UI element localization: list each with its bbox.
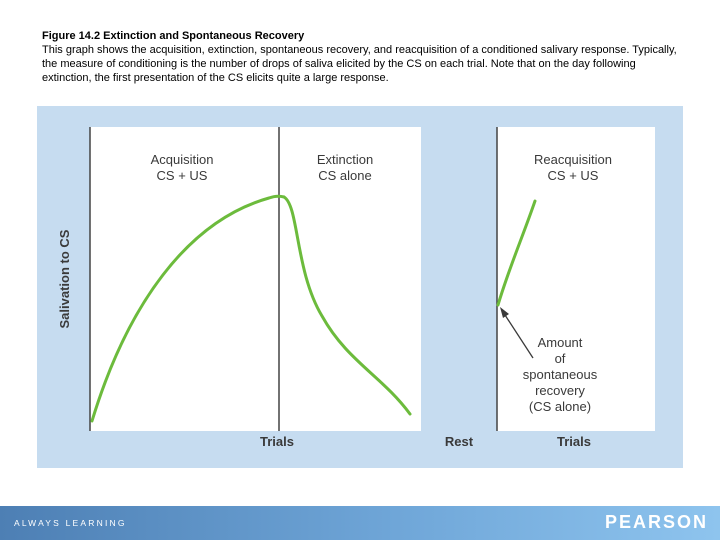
x-label-trials-left: Trials [260, 434, 294, 449]
annotation-line-5: (CS alone) [529, 399, 591, 414]
left-plot-area [90, 127, 421, 431]
figure-panel: Salivation to CS Acquisition CS + US Ext… [37, 106, 683, 468]
phase-reacquisition-subtitle: CS + US [548, 168, 599, 183]
phase-extinction-subtitle: CS alone [318, 168, 371, 183]
phase-extinction-title: Extinction [317, 152, 373, 167]
figure-caption: Figure 14.2 Extinction and Spontaneous R… [42, 29, 682, 85]
figure-title: Figure 14.2 Extinction and Spontaneous R… [42, 30, 305, 42]
pearson-logo: PEARSON [604, 512, 708, 532]
phase-reacquisition-title: Reacquisition [534, 152, 612, 167]
x-label-rest: Rest [445, 434, 474, 449]
reacquisition-curve [496, 199, 537, 307]
annotation-line-4: recovery [535, 383, 585, 398]
figure-description: This graph shows the acquisition, extinc… [42, 44, 677, 84]
y-axis-label: Salivation to CS [57, 229, 72, 328]
arrow-head-icon [500, 307, 509, 318]
annotation-line-3: spontaneous [523, 367, 598, 382]
annotation-line-1: Amount [538, 335, 583, 350]
phase-acquisition-subtitle: CS + US [157, 168, 208, 183]
spontaneous-recovery-arrow [504, 314, 534, 359]
footer-bar: ALWAYS LEARNING PEARSON [0, 506, 720, 540]
extinction-diagram: Salivation to CS Acquisition CS + US Ext… [57, 127, 655, 449]
annotation-line-2: of [555, 351, 566, 366]
acquisition-curve [90, 194, 286, 423]
extinction-curve [282, 195, 412, 416]
right-plot-area [497, 127, 655, 431]
x-label-trials-right: Trials [557, 434, 591, 449]
phase-acquisition-title: Acquisition [151, 152, 214, 167]
footer-tagline: ALWAYS LEARNING [14, 518, 127, 528]
